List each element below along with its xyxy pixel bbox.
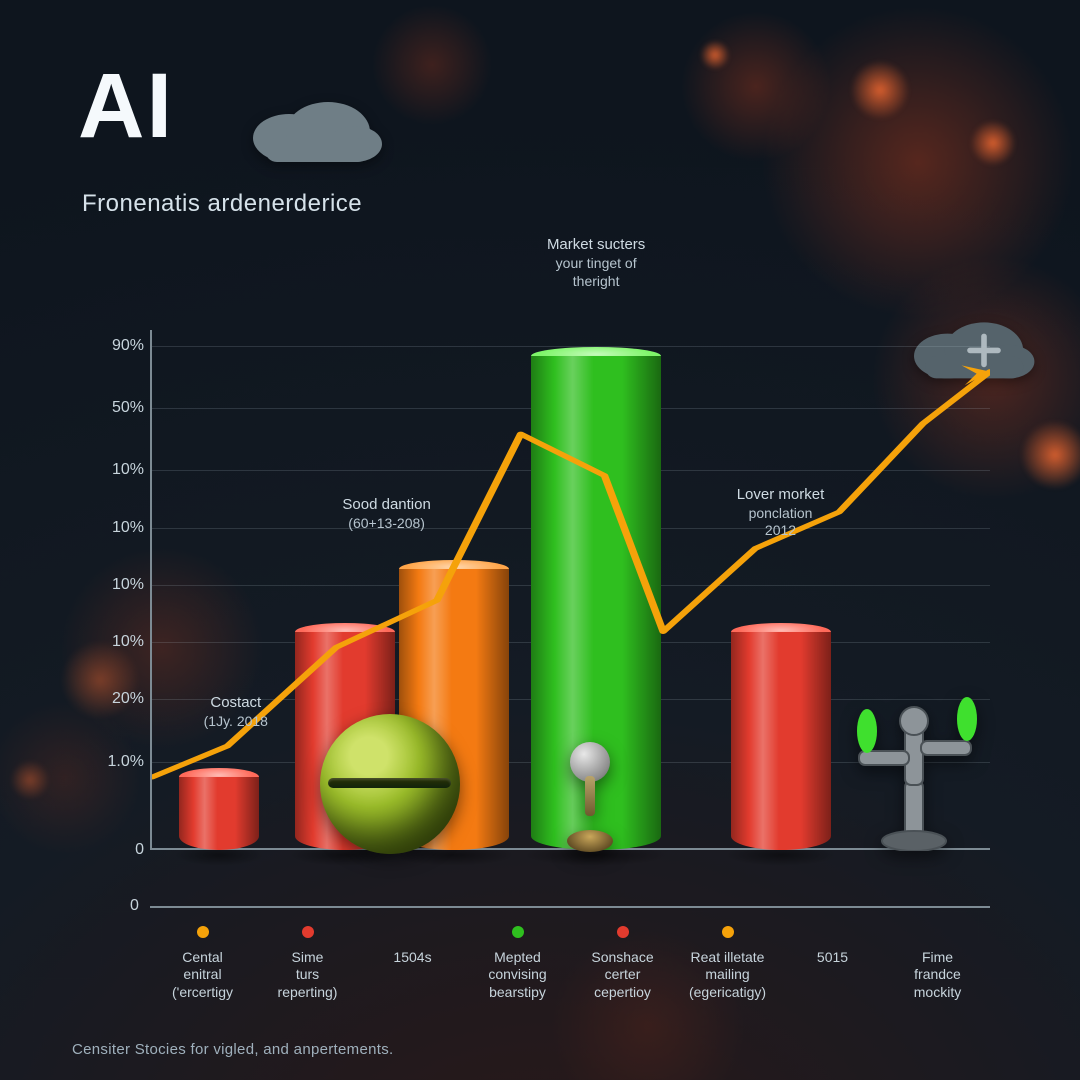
- y-tick: 50%: [90, 399, 144, 417]
- x-legend-item: Fimefrandcemockity: [885, 926, 990, 1001]
- x-legend-item: Meptedconvisingbearstipy: [465, 926, 570, 1001]
- y-tick: 0: [90, 841, 144, 859]
- y-tick: 1.0%: [90, 753, 144, 771]
- footnote: Censiter Stocies for vigled, and anperte…: [72, 1041, 393, 1058]
- x-legend: Centalenitral('ercertigySimetursrepertin…: [150, 926, 990, 1001]
- y-tick: 10%: [90, 633, 144, 651]
- x-legend-item: Centalenitral('ercertigy: [150, 926, 255, 1001]
- sphere-prop: [320, 714, 460, 854]
- valve-prop: [839, 661, 989, 856]
- x-legend-item: Reat illetatemailing(egericatigy): [675, 926, 780, 1001]
- y-tick: 10%: [90, 461, 144, 479]
- annotation: Lover morketponclation2012: [701, 486, 861, 540]
- cloud-icon: [238, 78, 388, 168]
- y-tick: 10%: [90, 519, 144, 537]
- x-axis-line: [150, 906, 990, 908]
- y-tick: 90%: [90, 337, 144, 355]
- page-subtitle: Fronenatis ardenerderice: [82, 190, 362, 218]
- chart: 90% 50% 10% 10% 10% 10% 20% 1.0% 0: [90, 330, 1000, 870]
- annotation: Costact(1Jy. 2018: [156, 694, 316, 730]
- x-axis-zero: 0: [130, 897, 139, 915]
- annotation: Sood dantion(60+13-208): [307, 496, 467, 532]
- annotation: Market suctersyour tinget oftheright: [516, 236, 676, 290]
- x-legend-item: Simetursreperting): [255, 926, 360, 1001]
- y-tick: 10%: [90, 576, 144, 594]
- x-legend-item: Sonshacecertercepertioy: [570, 926, 675, 1001]
- bar-5: [731, 632, 831, 850]
- page-title: AI: [78, 54, 174, 159]
- bar-1: [179, 777, 259, 850]
- x-legend-item: 5015: [780, 926, 885, 966]
- y-tick: 20%: [90, 690, 144, 708]
- plot-area: Costact(1Jy. 2018 Sood dantion(60+13-208)…: [150, 330, 990, 850]
- x-legend-item: 1504s: [360, 926, 465, 966]
- grid-line: [152, 346, 990, 347]
- microphone-prop: [563, 742, 617, 852]
